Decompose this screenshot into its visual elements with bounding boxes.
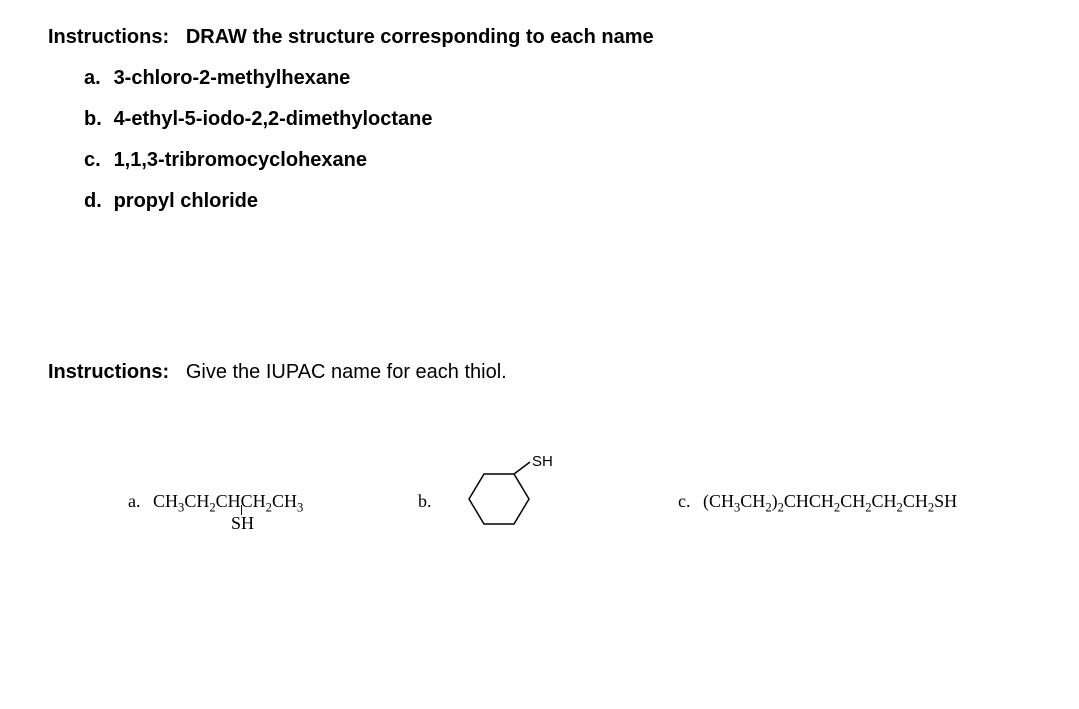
list-item: b. 4-ethyl-5-iodo-2,2-dimethyloctane: [84, 108, 1039, 131]
section2-instructions: Instructions: Give the IUPAC name for ea…: [48, 361, 1039, 384]
thiol-a-sh: SH: [231, 513, 254, 534]
instructions-label: Instructions:: [48, 361, 169, 383]
svg-text:SH: SH: [532, 454, 553, 470]
thiol-c: c. (CH3CH2)2CHCH2CH2CH2CH2SH: [678, 491, 957, 512]
instructions-label: Instructions:: [48, 26, 169, 48]
list-item: a. 3-chloro-2-methylhexane: [84, 67, 1039, 90]
thiol-a: a. CH3CH2CHCH2CH3 SH: [128, 491, 418, 512]
thiol-marker: b.: [418, 491, 432, 512]
item-text: 3-chloro-2-methylhexane: [114, 67, 351, 89]
item-text: 4-ethyl-5-iodo-2,2-dimethyloctane: [114, 108, 433, 130]
item-text: 1,1,3-tribromocyclohexane: [114, 149, 367, 171]
item-marker: c.: [84, 149, 108, 172]
list-item: d. propyl chloride: [84, 190, 1039, 213]
thiol-b: b. SH: [418, 454, 678, 549]
thiol-row: a. CH3CH2CHCH2CH3 SH b. SH c. (CH3CH2)2C…: [48, 454, 1039, 549]
thiol-marker: c.: [678, 491, 691, 511]
item-marker: b.: [84, 108, 108, 131]
instructions-text: Give the IUPAC name for each thiol.: [186, 361, 507, 383]
item-text: propyl chloride: [114, 190, 258, 212]
section1-list: a. 3-chloro-2-methylhexane b. 4-ethyl-5-…: [48, 67, 1039, 213]
item-marker: d.: [84, 190, 108, 213]
section1-instructions: Instructions: DRAW the structure corresp…: [48, 26, 1039, 49]
instructions-text: DRAW the structure corresponding to each…: [186, 26, 654, 48]
list-item: c. 1,1,3-tribromocyclohexane: [84, 149, 1039, 172]
thiol-marker: a.: [128, 491, 141, 511]
thiol-c-formula: (CH3CH2)2CHCH2CH2CH2CH2SH: [703, 491, 957, 511]
item-marker: a.: [84, 67, 108, 90]
cyclohexane-structure: SH: [444, 454, 564, 549]
thiol-a-formula: CH3CH2CHCH2CH3 SH: [153, 491, 303, 512]
